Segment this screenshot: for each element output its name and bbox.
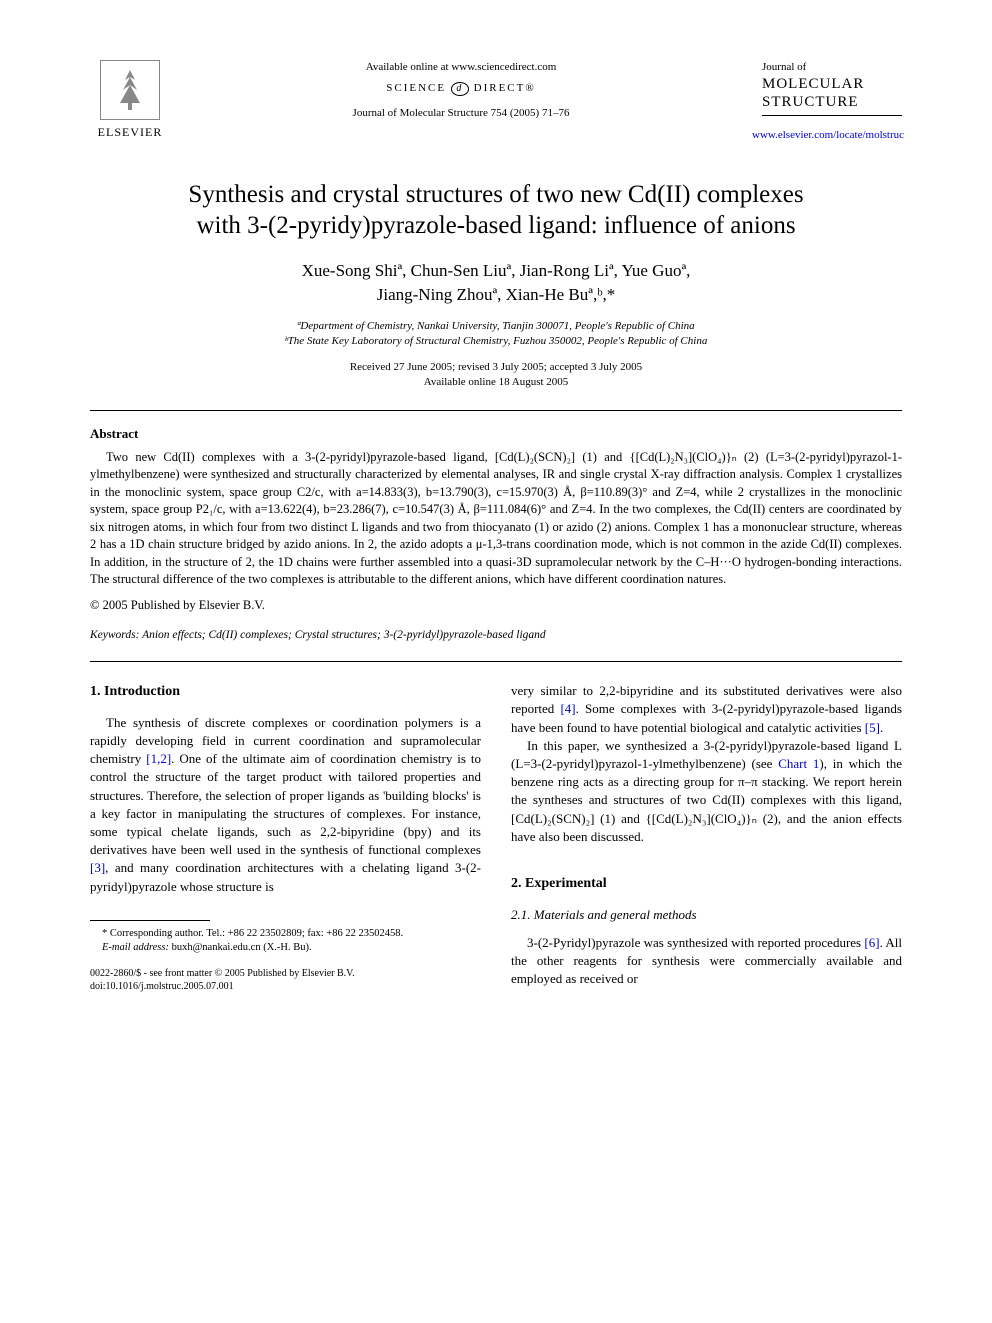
- right-column: very similar to 2,2-bipyridine and its s…: [511, 682, 902, 993]
- left-column: 1. Introduction The synthesis of discret…: [90, 682, 481, 993]
- title-line1: Synthesis and crystal structures of two …: [188, 181, 803, 208]
- page-footer: 0022-2860/$ - see front matter © 2005 Pu…: [90, 967, 481, 993]
- journal-name-l2: STRUCTURE: [752, 93, 902, 111]
- elsevier-tree-icon: [100, 60, 160, 120]
- article-title: Synthesis and crystal structures of two …: [90, 179, 902, 242]
- citation-1-2[interactable]: [1,2]: [146, 751, 171, 766]
- abstract-top-rule: [90, 410, 902, 411]
- corresponding-author-footnote: * Corresponding author. Tel.: +86 22 235…: [90, 927, 481, 955]
- intro-para-2: very similar to 2,2-bipyridine and its s…: [511, 682, 902, 737]
- citation-5[interactable]: [5]: [865, 720, 880, 735]
- dates-line2: Available online 18 August 2005: [90, 375, 902, 390]
- subsection-2-1-heading: 2.1. Materials and general methods: [511, 906, 902, 924]
- authors-line2: Jiang-Ning Zhouª, Xian-He Buª,ᵇ,*: [377, 285, 615, 304]
- article-dates: Received 27 June 2005; revised 3 July 20…: [90, 360, 902, 391]
- at-icon: d: [451, 82, 469, 96]
- abstract-heading: Abstract: [90, 425, 902, 443]
- issn-line: 0022-2860/$ - see front matter © 2005 Pu…: [90, 967, 481, 980]
- doi-line: doi:10.1016/j.molstruc.2005.07.001: [90, 980, 481, 993]
- email-label: E-mail address:: [102, 942, 169, 953]
- section-2-heading: 2. Experimental: [511, 874, 902, 894]
- page-header: ELSEVIER Available online at www.science…: [90, 60, 902, 143]
- section-1-heading: 1. Introduction: [90, 682, 481, 702]
- keywords: Keywords: Anion effects; Cd(II) complexe…: [90, 628, 902, 644]
- science-direct-logo: SCIENCE d DIRECT®: [190, 81, 732, 96]
- sd-left: SCIENCE: [386, 82, 446, 94]
- abstract-copyright: © 2005 Published by Elsevier B.V.: [90, 597, 902, 614]
- body-columns: 1. Introduction The synthesis of discret…: [90, 682, 902, 993]
- journal-title-box: Journal of MOLECULAR STRUCTURE www.elsev…: [752, 60, 902, 143]
- citation-3[interactable]: [3]: [90, 860, 105, 875]
- authors-line1: Xue-Song Shiª, Chun-Sen Liuª, Jian-Rong …: [302, 261, 691, 280]
- journal-rule: [762, 115, 902, 116]
- keywords-text: Anion effects; Cd(II) complexes; Crystal…: [139, 629, 545, 641]
- footnote-email: E-mail address: buxh@nankai.edu.cn (X.-H…: [90, 941, 481, 955]
- chart-1-ref[interactable]: Chart 1: [778, 756, 819, 771]
- keywords-label: Keywords:: [90, 629, 139, 641]
- intro-para-1: The synthesis of discrete complexes or c…: [90, 714, 481, 896]
- footnote-corresponding: * Corresponding author. Tel.: +86 22 235…: [90, 927, 481, 941]
- email-address: buxh@nankai.edu.cn (X.-H. Bu).: [169, 942, 312, 953]
- journal-citation: Journal of Molecular Structure 754 (2005…: [190, 106, 732, 121]
- affiliations: ªDepartment of Chemistry, Nankai Univers…: [90, 319, 902, 350]
- abstract-text: Two new Cd(II) complexes with a 3-(2-pyr…: [90, 449, 902, 589]
- dates-line1: Received 27 June 2005; revised 3 July 20…: [90, 360, 902, 375]
- author-list: Xue-Song Shiª, Chun-Sen Liuª, Jian-Rong …: [90, 259, 902, 307]
- affiliation-a: ªDepartment of Chemistry, Nankai Univers…: [90, 319, 902, 334]
- citation-6[interactable]: [6]: [864, 935, 879, 950]
- publisher-name: ELSEVIER: [90, 124, 170, 140]
- journal-of: Journal of: [752, 60, 902, 75]
- abstract-body: Two new Cd(II) complexes with a 3-(2-pyr…: [90, 449, 902, 589]
- footnote-rule: [90, 920, 210, 921]
- abstract-bottom-rule: [90, 661, 902, 662]
- header-center: Available online at www.sciencedirect.co…: [170, 60, 752, 121]
- affiliation-b: ᵇThe State Key Laboratory of Structural …: [90, 334, 902, 349]
- journal-name-l1: MOLECULAR: [752, 75, 902, 93]
- intro-para-3: In this paper, we synthesized a 3-(2-pyr…: [511, 737, 902, 846]
- experimental-para-1: 3-(2-Pyridyl)pyrazole was synthesized wi…: [511, 934, 902, 989]
- journal-url-link[interactable]: www.elsevier.com/locate/molstruc: [752, 128, 902, 143]
- publisher-logo: ELSEVIER: [90, 60, 170, 140]
- title-line2: with 3-(2-pyridy)pyrazole-based ligand: …: [196, 212, 795, 239]
- sd-right: DIRECT®: [474, 82, 536, 94]
- citation-4[interactable]: [4]: [560, 701, 575, 716]
- available-online-text: Available online at www.sciencedirect.co…: [190, 60, 732, 75]
